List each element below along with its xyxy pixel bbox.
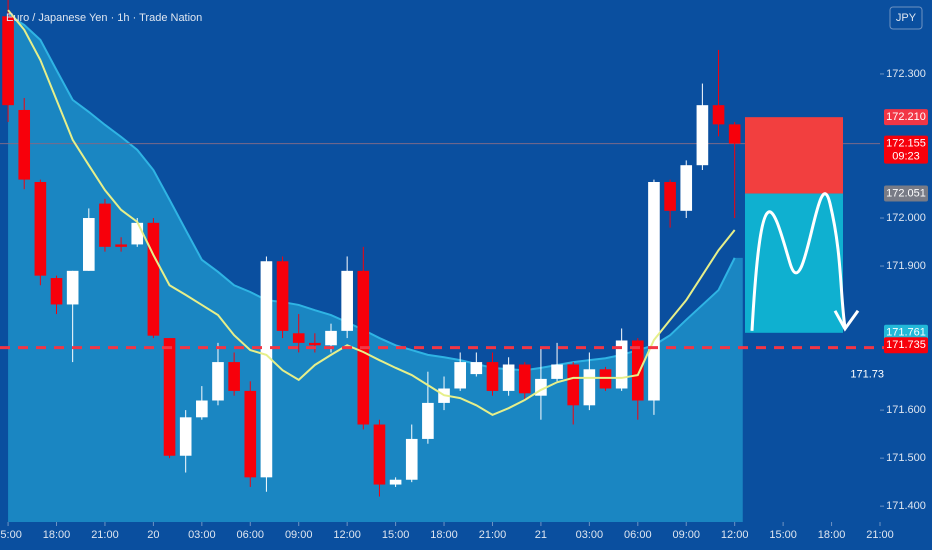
candle-body — [131, 222, 144, 245]
chart-title: Euro / Japanese Yen · 1h · Trade Nation — [6, 12, 202, 24]
x-tick-label: 21:00 — [91, 529, 119, 541]
y-tick-label: 171.600 — [886, 404, 926, 416]
candle-body — [260, 261, 273, 478]
x-tick-label: 15:00 — [769, 529, 797, 541]
x-tick-label: 18:00 — [430, 529, 458, 541]
candle-body — [422, 402, 434, 439]
price-tag-label: 172.155 — [886, 137, 926, 149]
candle-body — [212, 362, 224, 401]
candle-body — [470, 362, 483, 375]
candle-body — [99, 203, 111, 247]
candle-body — [583, 369, 596, 406]
candle-body — [34, 182, 47, 276]
x-tick-label: 12:00 — [721, 529, 749, 541]
price-tag — [884, 185, 928, 202]
y-tick-label: 172.000 — [886, 212, 926, 224]
price-tag-countdown: 09:23 — [892, 150, 920, 162]
candle-body — [518, 364, 531, 394]
candle-body — [18, 109, 31, 180]
band-area — [8, 14, 743, 523]
candle-body — [405, 438, 418, 480]
candle-body — [696, 105, 709, 166]
level-label: 171.73 — [850, 369, 884, 381]
stop-zone — [745, 117, 843, 194]
price-tag — [884, 324, 928, 341]
candle-body — [551, 364, 563, 379]
candle-body — [631, 340, 644, 401]
price-tag-label: 172.210 — [886, 111, 926, 123]
x-tick-label: 12:00 — [333, 529, 361, 541]
candle-body — [325, 330, 337, 346]
y-tick-label: 172.300 — [886, 68, 926, 80]
candle-body — [2, 16, 14, 106]
forecast-arrow — [833, 309, 860, 332]
y-tick-label: 171.900 — [886, 260, 926, 272]
forecast-curve — [750, 192, 847, 331]
price-tag-label: 171.735 — [886, 339, 926, 351]
candle-body — [648, 182, 660, 401]
x-tick-label: 18:00 — [43, 529, 71, 541]
x-tick-label: 21:00 — [866, 529, 894, 541]
candle-body — [292, 333, 305, 343]
currency-label[interactable]: JPY — [896, 12, 917, 24]
y-tick-label: 171.400 — [886, 500, 926, 512]
ma-line — [7, 9, 736, 417]
price-tag-label: 172.051 — [886, 187, 926, 199]
candle-body — [502, 364, 515, 391]
candle-body — [276, 261, 289, 331]
x-tick-label: 18:00 — [818, 529, 846, 541]
price-tag — [884, 135, 928, 164]
candle-body — [389, 479, 402, 485]
candle-body — [341, 270, 353, 331]
target-zone — [745, 193, 843, 333]
candle-body — [373, 424, 386, 485]
candle-body — [66, 270, 79, 305]
candle-body — [535, 378, 547, 396]
candle-body — [615, 340, 628, 389]
candle-body — [309, 342, 321, 346]
x-tick-label: 06:00 — [237, 529, 265, 541]
candle-body — [82, 218, 95, 271]
price-tag-label: 171.761 — [886, 327, 926, 339]
x-tick-label: 06:00 — [624, 529, 652, 541]
x-tick-label: 21 — [535, 529, 547, 541]
candle-body — [163, 338, 176, 456]
candle-body — [244, 390, 257, 478]
price-tag — [884, 337, 928, 354]
currency-button[interactable] — [889, 6, 923, 30]
candle-body — [567, 364, 580, 406]
x-tick-label: 15:00 — [0, 529, 22, 541]
x-tick-label: 15:00 — [382, 529, 410, 541]
candle-body — [147, 222, 160, 336]
x-tick-label: 03:00 — [188, 529, 216, 541]
candle-body — [115, 244, 127, 247]
candle-body — [664, 182, 676, 211]
candle-body — [196, 400, 208, 418]
candle-body — [486, 362, 499, 391]
candle-body — [50, 278, 63, 305]
candle-body — [712, 105, 725, 125]
x-tick-label: 03:00 — [576, 529, 604, 541]
x-tick-label: 20 — [147, 529, 159, 541]
candle-body — [680, 165, 693, 211]
price-tag — [884, 109, 928, 126]
candle-body — [228, 362, 240, 391]
candle-body — [454, 362, 466, 389]
x-tick-label: 09:00 — [285, 529, 313, 541]
y-tick-label: 171.500 — [886, 452, 926, 464]
candle-body — [179, 417, 192, 456]
x-tick-label: 21:00 — [479, 529, 507, 541]
candle-body — [728, 124, 741, 144]
x-tick-label: 09:00 — [672, 529, 700, 541]
